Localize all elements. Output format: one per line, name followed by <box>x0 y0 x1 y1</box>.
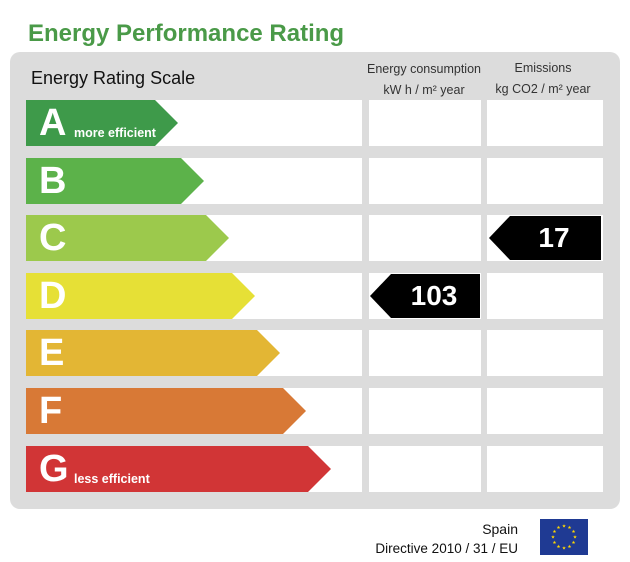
consumption-cell-c <box>369 215 481 261</box>
eu-star-icon <box>571 529 576 534</box>
eu-star-icon <box>573 535 577 539</box>
eu-star-icon <box>556 544 561 549</box>
rating-letter: D <box>39 275 67 317</box>
scale-label: Energy Rating Scale <box>31 68 196 88</box>
eu-star-icon <box>567 544 572 549</box>
consumption-header-title: Energy consumption <box>367 62 481 76</box>
eu-star-icon <box>567 525 572 530</box>
consumption-cell-a <box>369 100 481 146</box>
rating-arrow-c: C <box>26 215 229 261</box>
emissions-cell-b <box>487 158 603 204</box>
emissions-cell-a <box>487 100 603 146</box>
rating-letter: C <box>39 217 67 259</box>
emissions-header-title: Emissions <box>514 61 572 75</box>
consumption-header-unit: kW h / m² year <box>383 83 465 97</box>
eu-star-icon <box>562 546 566 550</box>
country-label: Spain <box>482 521 518 537</box>
rating-arrow-e: E <box>26 330 280 376</box>
emissions-header-unit: kg CO2 / m² year <box>495 82 591 96</box>
directive-label: Directive 2010 / 31 / EU <box>375 541 518 556</box>
eu-star-icon <box>562 524 566 528</box>
rating-letter: E <box>39 332 65 374</box>
rating-arrow-d: D <box>26 273 255 319</box>
emissions-header: Emissions kg CO2 / m² year <box>484 58 602 100</box>
rating-letter: G <box>39 448 69 490</box>
emissions-cell-f <box>487 388 603 434</box>
rating-caption: less efficient <box>74 472 150 486</box>
rating-letter: A <box>39 102 67 144</box>
rating-arrow-b: B <box>26 158 204 204</box>
emissions-cell-g <box>487 446 603 492</box>
emissions-cell-d <box>487 273 603 319</box>
consumption-value-marker: 103 <box>370 274 480 318</box>
rating-letter: B <box>39 160 67 202</box>
rating-caption: more efficient <box>74 126 156 140</box>
consumption-cell-e <box>369 330 481 376</box>
eu-flag-icon <box>540 519 588 555</box>
eu-star-icon <box>556 525 561 530</box>
eu-star-icon <box>551 535 555 539</box>
emissions-cell-e <box>487 330 603 376</box>
emissions-value-marker: 17 <box>489 216 601 260</box>
eu-star-icon <box>571 540 576 545</box>
page-title: Energy Performance Rating <box>28 20 345 47</box>
consumption-cell-b <box>369 158 481 204</box>
consumption-cell-f <box>369 388 481 434</box>
eu-star-icon <box>552 529 557 534</box>
eu-star-icon <box>552 540 557 545</box>
rating-letter: F <box>39 390 63 432</box>
consumption-header: Energy consumption kW h / m² year <box>366 59 482 101</box>
consumption-cell-g <box>369 446 481 492</box>
rating-arrow-f: F <box>26 388 306 434</box>
